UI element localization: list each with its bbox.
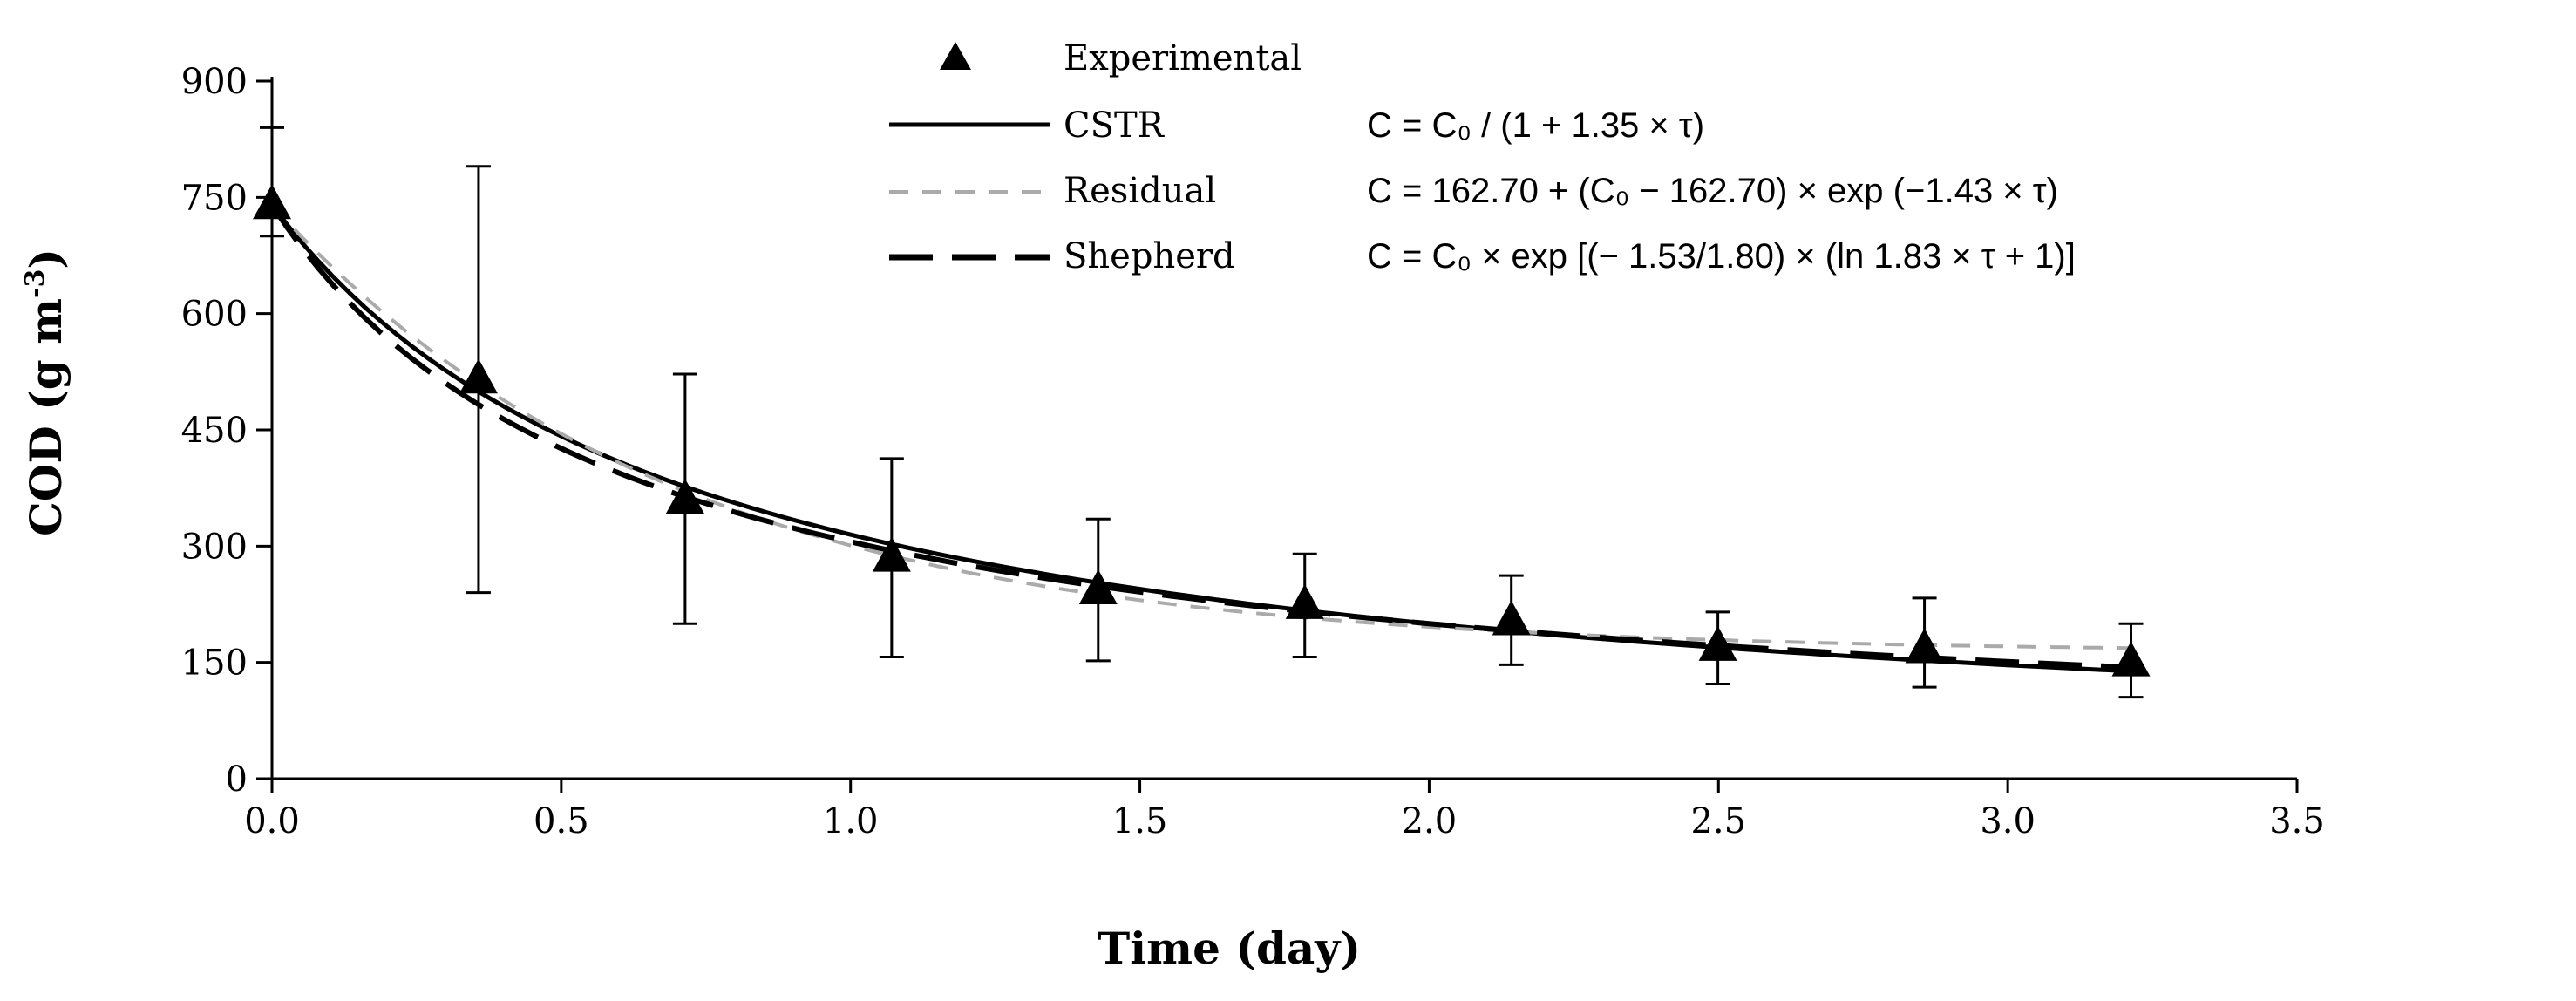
curve-residual xyxy=(270,203,2131,650)
x-tick-label: 2.0 xyxy=(1402,801,1458,841)
experimental-point xyxy=(2111,641,2151,677)
legend-label-cstr: CSTR xyxy=(1064,106,1166,146)
y-tick-label: 900 xyxy=(181,62,248,102)
x-tick-label: 1.5 xyxy=(1112,801,1168,841)
legend-label-residual: Residual xyxy=(1064,171,1216,211)
y-tick-label: 150 xyxy=(181,644,248,684)
x-ticks: 0.0 0.5 1.0 1.5 2.0 2.5 3.0 3.5 xyxy=(244,779,2325,841)
y-ticks: 0 150 300 450 600 750 900 xyxy=(181,62,272,800)
experimental-point xyxy=(1492,600,1531,636)
y-axis-label-sup: -3 xyxy=(20,269,51,298)
legend: Experimental CSTR C = C₀ / (1 + 1.35 × τ… xyxy=(889,38,2076,276)
y-axis-label-main: COD (g m xyxy=(20,298,71,536)
legend-label-experimental: Experimental xyxy=(1064,38,1302,78)
experimental-point xyxy=(459,358,498,394)
y-tick-label: 600 xyxy=(181,295,248,335)
error-bars xyxy=(260,126,2144,699)
x-tick-label: 3.5 xyxy=(2269,801,2325,841)
x-tick-label: 1.0 xyxy=(823,801,879,841)
model-curves xyxy=(269,203,2131,674)
curve-shepherd xyxy=(269,203,2131,671)
y-tick-label: 0 xyxy=(226,759,248,800)
legend-equation-cstr: C = C₀ / (1 + 1.35 × τ) xyxy=(1367,106,1704,145)
legend-marker-experimental xyxy=(940,42,971,70)
y-tick-label: 450 xyxy=(181,411,248,451)
x-tick-label: 3.0 xyxy=(1980,801,2036,841)
y-axis-label-close: ) xyxy=(20,249,71,269)
legend-label-shepherd: Shepherd xyxy=(1064,236,1235,276)
experimental-point xyxy=(1698,625,1737,661)
experimental-point xyxy=(1905,628,1944,664)
y-tick-label: 300 xyxy=(181,527,248,567)
experimental-point xyxy=(872,536,911,572)
experimental-point xyxy=(1078,569,1118,604)
experimental-point xyxy=(253,184,291,220)
legend-equation-shepherd: C = C₀ × exp [(− 1.53/1.80) × (ln 1.83 ×… xyxy=(1367,237,2076,276)
y-tick-label: 750 xyxy=(181,178,248,218)
x-axis-label: Time (day) xyxy=(1098,923,1361,974)
experimental-point xyxy=(1285,583,1324,619)
y-axis-label: COD (g m-3) xyxy=(20,249,71,536)
experimental-point xyxy=(665,479,704,514)
experimental-markers xyxy=(253,184,2151,677)
x-tick-label: 2.5 xyxy=(1690,801,1746,841)
legend-equation-residual: C = 162.70 + (C₀ − 162.70) × exp (−1.43 … xyxy=(1367,172,2058,210)
x-tick-label: 0.0 xyxy=(244,801,300,841)
x-tick-label: 0.5 xyxy=(534,801,589,841)
